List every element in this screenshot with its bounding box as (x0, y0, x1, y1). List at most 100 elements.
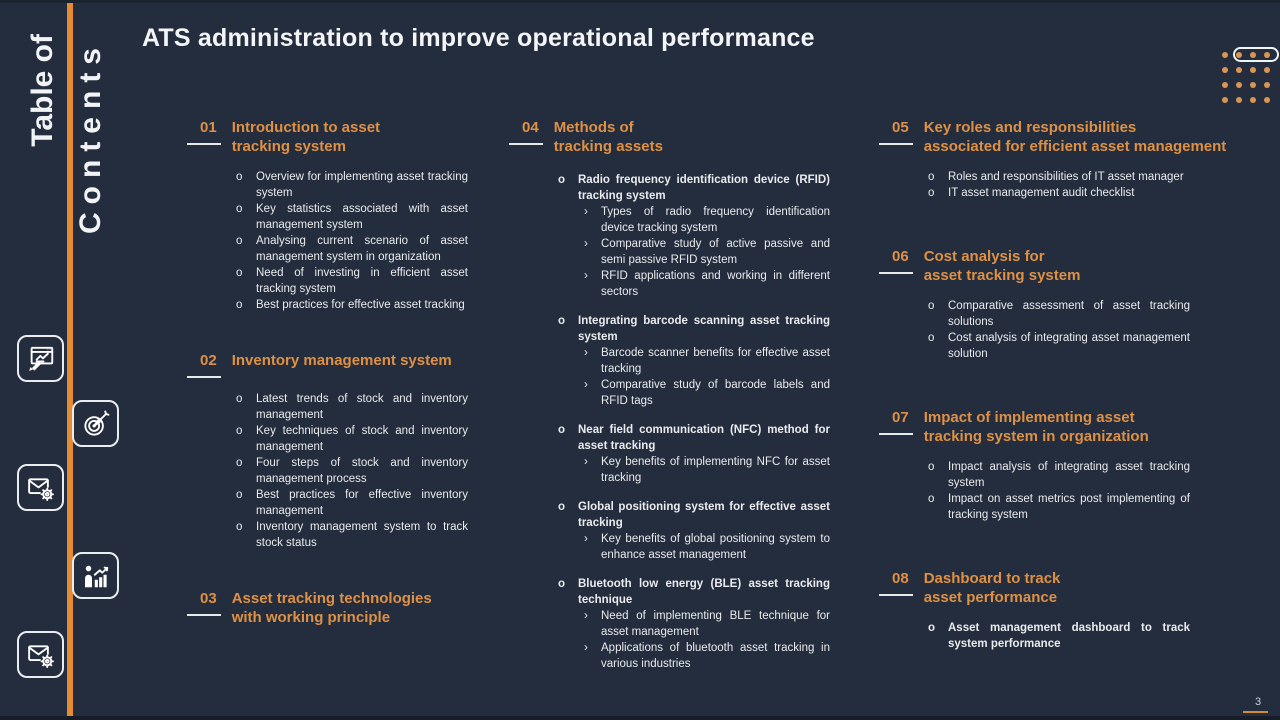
bullet-text: Inventory management system to track sto… (256, 521, 468, 549)
circle-bullet-icon: o (558, 174, 566, 186)
section-header: 08 Dashboard to track asset performance (879, 569, 1190, 607)
chevron-bullet-icon: › (584, 379, 588, 391)
bullet-item: o Roles and responsibilities of IT asset … (928, 169, 1190, 185)
page-number-underline (1243, 711, 1268, 713)
bullet-text: Analysing current scenario of asset mana… (256, 235, 468, 263)
toc-title-line2: Contents (74, 40, 107, 234)
toc-column-3: 05 Key roles and responsibilities associa… (879, 118, 1226, 698)
circle-bullet-icon: o (928, 461, 935, 473)
sidebar-tile-email-settings-2 (17, 631, 64, 678)
section-items: o Asset management dashboard to track sys… (888, 620, 1190, 652)
sub-bullet-item: › Key benefits of implementing NFC for as… (558, 454, 830, 486)
bullet-item: o Global positioning system for effective… (558, 499, 830, 531)
circle-bullet-icon: o (928, 493, 935, 505)
circle-bullet-icon: o (558, 578, 566, 590)
bullet-text: Best practices for effective asset track… (256, 299, 465, 311)
bullet-text: Overview for implementing asset tracking… (256, 171, 468, 199)
dot-icon (1250, 82, 1256, 88)
target-arrow-icon (83, 410, 109, 436)
circle-bullet-icon: o (558, 424, 566, 436)
bullet-item: o Integrating barcode scanning asset trac… (558, 313, 830, 345)
circle-bullet-icon: o (558, 315, 566, 327)
sub-bullet-item: › Need of implementing BLE technique for … (558, 608, 830, 640)
sub-bullet-item: › Comparative study of active passive and… (558, 236, 830, 268)
bullet-text: Key techniques of stock and inventory ma… (256, 425, 468, 453)
sub-bullet-text: Key benefits of implementing NFC for ass… (601, 456, 830, 484)
bullet-text: Comparative assessment of asset tracking… (948, 300, 1190, 328)
bullet-text: Impact on asset metrics post implementin… (948, 493, 1190, 521)
sub-bullet-text: RFID applications and working in differe… (601, 270, 830, 298)
circle-bullet-icon: o (236, 299, 243, 311)
sub-bullet-text: Barcode scanner benefits for effective a… (601, 347, 830, 375)
section-number: 05 (879, 118, 913, 145)
sub-bullet-item: › Key benefits of global positioning syst… (558, 531, 830, 563)
sub-bullet-item: › RFID applications and working in differ… (558, 268, 830, 300)
bullet-item: o Comparative assessment of asset trackin… (928, 298, 1190, 330)
sub-bullet-text: Key benefits of global positioning syste… (601, 533, 830, 561)
dot-icon (1222, 97, 1228, 103)
circle-bullet-icon: o (236, 267, 243, 279)
sub-bullet-text: Types of radio frequency identification … (601, 206, 830, 234)
chevron-bullet-icon: › (584, 347, 588, 359)
section-header: 06 Cost analysis for asset tracking syste… (879, 247, 1190, 285)
toc-section: 01 Introduction to asset tracking system … (187, 118, 468, 313)
bullet-item: o Asset management dashboard to track sys… (928, 620, 1190, 652)
bullet-text: Asset management dashboard to track syst… (948, 622, 1190, 650)
bullet-text: Need of investing in efficient asset tra… (256, 267, 468, 295)
section-title: Cost analysis for asset tracking system (923, 248, 1081, 284)
section-number: 02 (187, 351, 221, 378)
sidebar-tile-email-settings (17, 464, 64, 511)
chevron-bullet-icon: › (584, 610, 588, 622)
circle-bullet-icon: o (928, 171, 935, 183)
section-title: Inventory management system (231, 352, 452, 369)
dot-icon (1250, 67, 1256, 73)
bullet-item: o Need of investing in efficient asset tr… (236, 265, 468, 297)
toc-section: 05 Key roles and responsibilities associa… (879, 118, 1226, 201)
dot-icon (1236, 97, 1242, 103)
slide-title: ATS administration to improve operationa… (142, 24, 815, 52)
dot-icon (1264, 67, 1270, 73)
circle-bullet-icon: o (928, 187, 935, 199)
toc-section: 02 Inventory management system o Latest t… (187, 351, 468, 551)
bullet-item: o Impact on asset metrics post implementi… (928, 491, 1190, 523)
bullet-item: o Latest trends of stock and inventory ma… (236, 391, 468, 423)
toc-title-line1: Table of (26, 34, 59, 147)
toc-section: 08 Dashboard to track asset performance o… (879, 569, 1190, 652)
sidebar-tile-growth (72, 552, 119, 599)
section-items: o Comparative assessment of asset trackin… (888, 298, 1190, 362)
bullet-text: Four steps of stock and inventory manage… (256, 457, 468, 485)
toc-section: 06 Cost analysis for asset tracking syste… (879, 247, 1190, 362)
sidebar-tile-target (72, 400, 119, 447)
bullet-item: o Four steps of stock and inventory manag… (236, 455, 468, 487)
section-number: 04 (509, 118, 543, 145)
bullet-text: Bluetooth low energy (BLE) asset trackin… (578, 578, 830, 606)
chevron-bullet-icon: › (584, 238, 588, 250)
bullet-item: o Radio frequency identification device (… (558, 172, 830, 204)
section-header: 04 Methods of tracking assets (509, 118, 830, 156)
sub-bullet-item: › Comparative study of barcode labels and… (558, 377, 830, 409)
circle-bullet-icon: o (558, 501, 566, 513)
chevron-bullet-icon: › (584, 206, 588, 218)
sub-bullet-item: › Types of radio frequency identification… (558, 204, 830, 236)
circle-bullet-icon: o (236, 489, 243, 501)
chevron-bullet-icon: › (584, 456, 588, 468)
section-header: 03 Asset tracking technologies with worki… (187, 589, 468, 627)
presentation-edit-icon (28, 346, 53, 371)
sub-bullet-text: Comparative study of barcode labels and … (601, 379, 830, 407)
bullet-text: Radio frequency identification device (R… (578, 174, 830, 202)
dot-icon (1264, 82, 1270, 88)
circle-bullet-icon: o (236, 171, 243, 183)
email-settings-icon (27, 644, 54, 668)
sidebar-divider-line (67, 0, 73, 720)
section-header: 02 Inventory management system (187, 351, 468, 378)
dot-icon (1236, 82, 1242, 88)
bullet-text: Roles and responsibilities of IT asset m… (948, 171, 1184, 183)
section-number: 06 (879, 247, 913, 274)
section-number: 03 (187, 589, 221, 616)
circle-bullet-icon: o (928, 622, 936, 634)
toc-column-1: 01 Introduction to asset tracking system … (187, 118, 468, 665)
bullet-text: Near field communication (NFC) method fo… (578, 424, 830, 452)
bullet-item: o Key statistics associated with asset ma… (236, 201, 468, 233)
toc-column-2: 04 Methods of tracking assets o Radio freq… (509, 118, 830, 710)
bullet-item: o Bluetooth low energy (BLE) asset tracki… (558, 576, 830, 608)
